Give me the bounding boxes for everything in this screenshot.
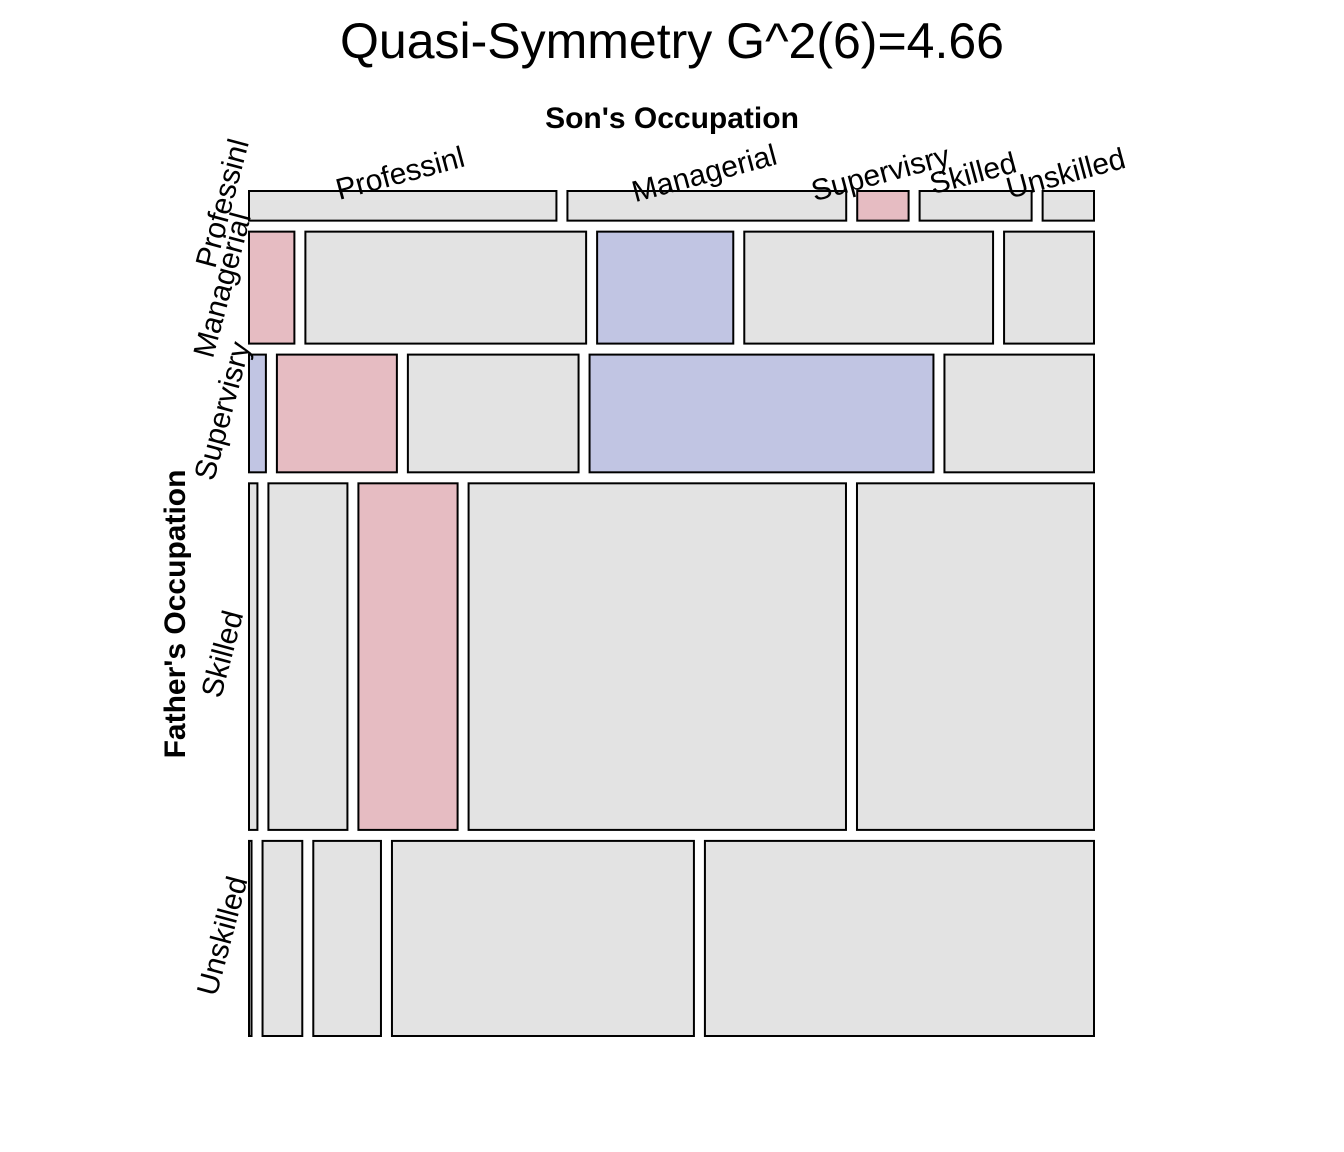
- row-label-unskilled: Unskilled: [191, 873, 254, 999]
- cell-supervisry-professinl: [248, 353, 267, 474]
- cell-supervisry-managerial: [275, 353, 398, 474]
- cell-supervisry-unskilled: [943, 353, 1096, 474]
- cell-unskilled-managerial: [261, 839, 304, 1038]
- cell-unskilled-supervisry: [312, 839, 382, 1038]
- cell-unskilled-unskilled: [703, 839, 1095, 1038]
- cell-skilled-supervisry: [357, 482, 459, 831]
- cell-unskilled-professinl: [248, 839, 253, 1038]
- cell-professinl-managerial: [566, 190, 848, 222]
- row-label-supervisry: Supervisry: [189, 338, 258, 483]
- cell-professinl-supervisry: [856, 190, 910, 222]
- cell-managerial-unskilled: [1003, 230, 1096, 345]
- row-labels: ProfessinlManagerialSupervisrySkilledUns…: [188, 135, 258, 999]
- cell-professinl-skilled: [918, 190, 1033, 222]
- cell-professinl-unskilled: [1041, 190, 1095, 222]
- cell-unskilled-skilled: [390, 839, 695, 1038]
- cell-skilled-unskilled: [855, 482, 1095, 831]
- cell-skilled-managerial: [267, 482, 349, 831]
- cell-supervisry-supervisry: [406, 353, 580, 474]
- row-label-skilled: Skilled: [195, 607, 250, 701]
- y-axis-title: Father's Occupation: [159, 470, 192, 759]
- chart-title: Quasi-Symmetry G^2(6)=4.66: [340, 13, 1004, 69]
- cell-skilled-professinl: [248, 482, 259, 831]
- mosaic-cells: [248, 190, 1096, 1038]
- cell-managerial-managerial: [304, 230, 588, 345]
- cell-managerial-skilled: [743, 230, 995, 345]
- cell-managerial-professinl: [248, 230, 296, 345]
- cell-supervisry-skilled: [588, 353, 935, 474]
- cell-skilled-skilled: [467, 482, 847, 831]
- x-axis-title: Son's Occupation: [545, 102, 799, 135]
- cell-managerial-supervisry: [596, 230, 735, 345]
- cell-professinl-professinl: [248, 190, 558, 222]
